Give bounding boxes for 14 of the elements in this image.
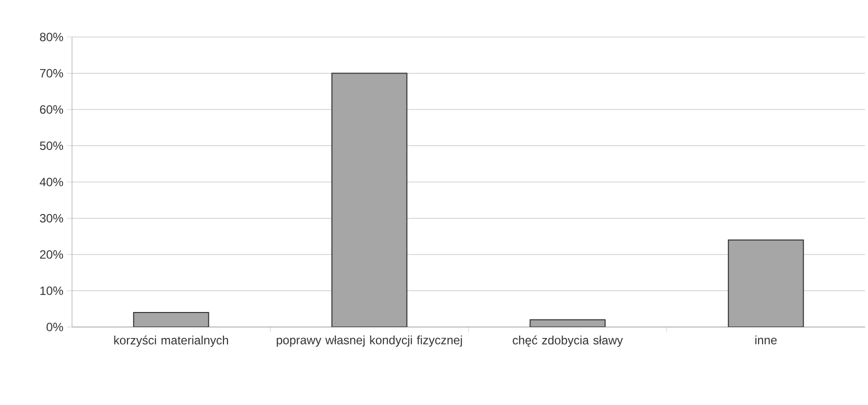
y-tick-label: 0% — [46, 322, 64, 332]
x-tick-label: korzyści materialnych — [114, 336, 228, 347]
x-tick-label: inne — [755, 336, 777, 344]
x-tick-label: chęć zdobycia sławy — [512, 336, 623, 347]
y-tick-label: 30% — [40, 214, 64, 223]
x-tick-label: poprawy własnej kondycji fizycznej — [276, 336, 462, 347]
y-tick-label: 10% — [40, 286, 64, 296]
y-tick-label: 40% — [40, 178, 64, 186]
y-tick-label: 60% — [40, 105, 64, 114]
y-tick-label: 20% — [40, 250, 64, 259]
y-tick-label: 70% — [40, 69, 64, 78]
y-tick-label: 50% — [40, 142, 64, 150]
bar — [133, 312, 210, 327]
y-tick-label: 80% — [40, 32, 64, 42]
